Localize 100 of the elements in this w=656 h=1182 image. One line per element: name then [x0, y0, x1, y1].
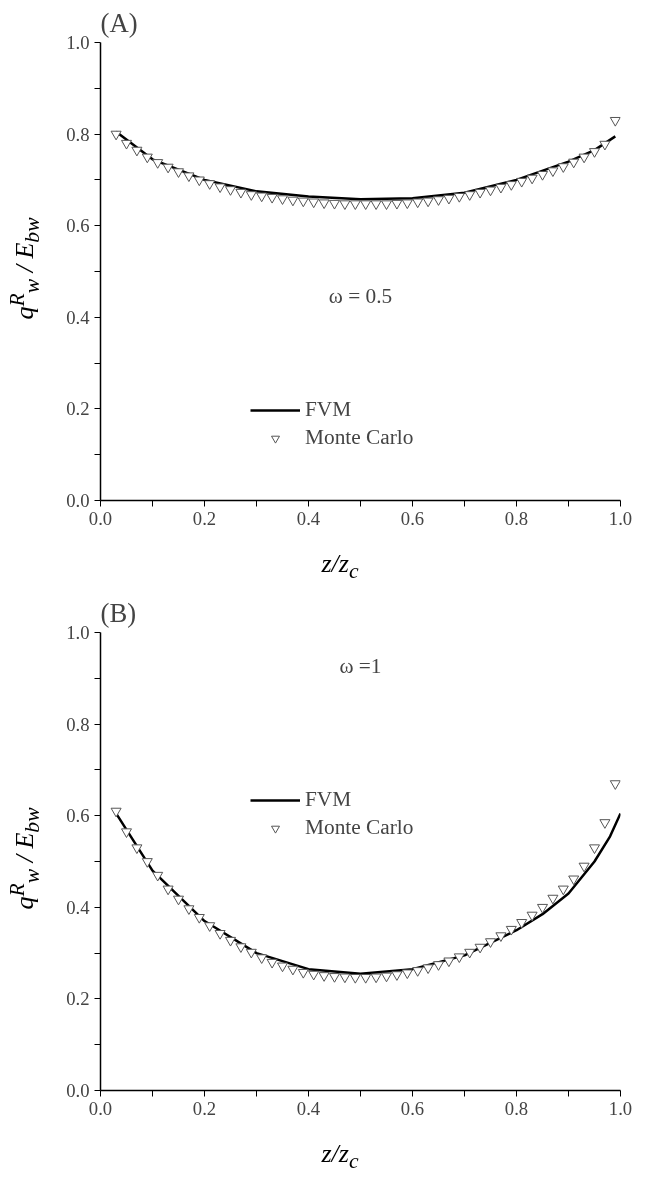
point — [578, 153, 590, 164]
x-axis-title: z/z$_{c}$ — [320, 1138, 360, 1176]
x-tick-label: 0.6 — [400, 507, 425, 529]
point — [256, 954, 268, 964]
point — [453, 953, 465, 964]
chart-title: (A) — [100, 7, 138, 38]
chart-title: (B) — [100, 597, 137, 628]
point — [568, 875, 580, 886]
point — [609, 116, 621, 127]
point — [495, 932, 507, 942]
point — [547, 894, 559, 905]
point — [505, 181, 517, 191]
point — [318, 972, 330, 982]
point — [609, 780, 621, 790]
point — [183, 905, 195, 915]
point — [277, 962, 288, 973]
legend-label: FVM — [305, 787, 352, 812]
point — [381, 200, 392, 210]
point — [391, 971, 403, 981]
point — [464, 191, 476, 201]
y-tick-label: 0.2 — [66, 398, 90, 420]
point — [485, 938, 496, 948]
legend-label: Monte Carlo — [305, 815, 414, 840]
annotation: ω = 0.5 — [328, 284, 393, 309]
y-tick-label: 0.2 — [66, 988, 90, 1010]
point — [277, 195, 288, 205]
x-tick-label: 0.8 — [504, 507, 529, 529]
x-tick-label: 0.2 — [192, 1097, 217, 1119]
point — [422, 964, 434, 975]
point — [568, 158, 580, 169]
point — [547, 167, 559, 178]
legend-label: FVM — [305, 397, 352, 422]
point — [204, 180, 216, 190]
y-tick-label: 0.8 — [66, 713, 90, 735]
point — [578, 862, 590, 873]
point — [443, 957, 455, 968]
point — [464, 948, 476, 959]
point — [485, 186, 496, 197]
point — [110, 130, 122, 141]
point — [225, 936, 236, 947]
point — [495, 183, 507, 194]
point — [214, 930, 226, 940]
x-tick-label: 0.0 — [88, 507, 113, 529]
point — [152, 159, 164, 169]
point — [193, 176, 205, 187]
point — [391, 199, 403, 210]
x-tick-label: 0.8 — [504, 1097, 529, 1119]
point — [297, 197, 309, 208]
point — [526, 174, 538, 185]
point — [433, 961, 444, 971]
y-tick-label: 0.0 — [66, 490, 90, 511]
y-tick-label: 0.8 — [66, 123, 90, 145]
point — [245, 191, 257, 201]
point — [453, 193, 465, 203]
point — [266, 193, 278, 204]
annotation: ω =1 — [339, 654, 382, 679]
point — [370, 973, 382, 984]
point — [589, 148, 600, 158]
point — [557, 163, 569, 173]
x-tick-label: 0.2 — [192, 507, 217, 529]
point — [412, 967, 424, 977]
point — [339, 973, 351, 984]
point — [287, 196, 299, 207]
point — [235, 188, 247, 199]
point — [173, 168, 184, 178]
point — [162, 885, 174, 896]
point — [537, 171, 548, 181]
point — [505, 925, 517, 936]
point — [204, 922, 216, 932]
point — [152, 871, 164, 882]
point — [287, 965, 299, 976]
point — [225, 186, 236, 196]
point — [339, 200, 351, 210]
point — [297, 968, 309, 979]
point — [557, 885, 569, 896]
point — [329, 199, 340, 210]
point — [589, 844, 600, 855]
point — [214, 183, 226, 194]
point — [318, 199, 330, 210]
point — [193, 913, 205, 924]
point — [401, 199, 413, 210]
y-tick-label: 0.4 — [66, 306, 91, 328]
y-tick-label: 1.0 — [66, 32, 90, 53]
point — [141, 858, 153, 868]
point — [308, 970, 320, 981]
point — [537, 903, 548, 914]
point — [412, 198, 424, 209]
y-tick-label: 0.6 — [66, 805, 90, 827]
x-tick-label: 1.0 — [608, 1097, 633, 1119]
point — [308, 198, 320, 209]
point — [329, 973, 340, 983]
legend-label: Monte Carlo — [305, 425, 414, 450]
point — [381, 972, 392, 983]
point — [599, 140, 611, 151]
point — [245, 948, 257, 959]
point — [256, 192, 268, 203]
point — [141, 153, 153, 164]
y-tick-label: 0.0 — [66, 1080, 90, 1101]
x-tick-label: 0.0 — [88, 1097, 113, 1119]
point — [360, 200, 372, 210]
